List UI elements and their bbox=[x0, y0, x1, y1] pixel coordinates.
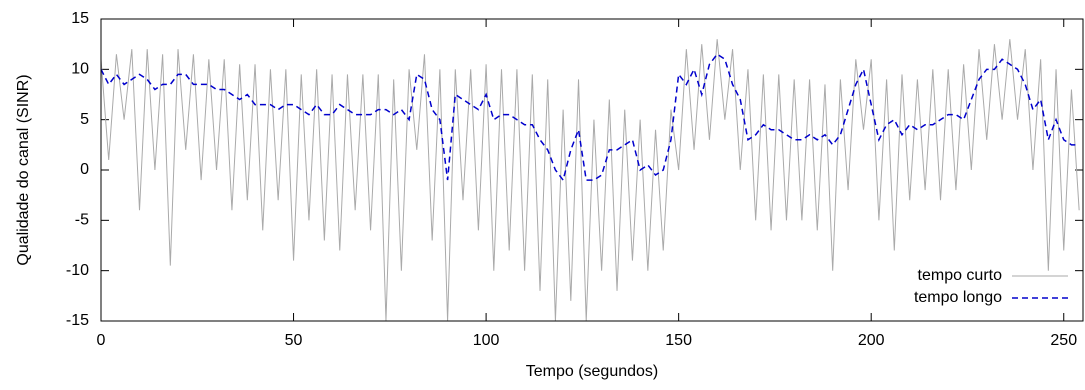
x-tick-label: 150 bbox=[665, 332, 692, 349]
y-tick-label: 5 bbox=[80, 111, 89, 128]
plot-frame bbox=[100, 18, 1084, 322]
y-tick-label: -5 bbox=[75, 212, 89, 229]
y-tick-label: 15 bbox=[71, 10, 89, 27]
x-tick-label: 250 bbox=[1050, 332, 1077, 349]
x-tick-label: 0 bbox=[97, 332, 106, 349]
y-axis-label: Qualidade do canal (SINR) bbox=[15, 74, 32, 265]
y-tick-label: -10 bbox=[66, 262, 89, 279]
y-tick-label: 10 bbox=[71, 61, 89, 78]
x-tick-label: 100 bbox=[473, 332, 500, 349]
x-axis-label: Tempo (segundos) bbox=[526, 363, 659, 380]
legend-label: tempo curto bbox=[918, 267, 1003, 284]
y-tick-label: 0 bbox=[80, 161, 89, 178]
x-tick-label: 200 bbox=[858, 332, 885, 349]
legend-label: tempo longo bbox=[914, 289, 1002, 306]
y-tick-label: -15 bbox=[66, 312, 89, 329]
series-line bbox=[101, 39, 1080, 321]
series-line bbox=[101, 53, 1080, 182]
x-tick-label: 50 bbox=[285, 332, 303, 349]
